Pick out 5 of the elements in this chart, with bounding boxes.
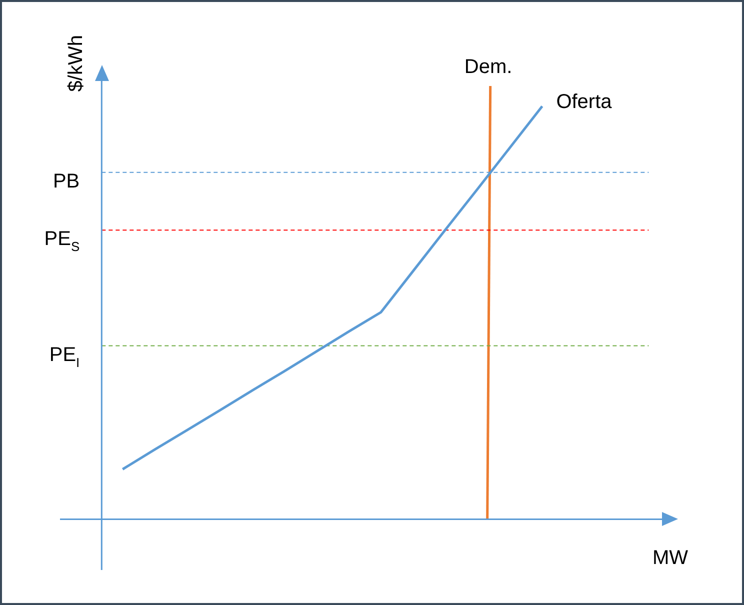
- series-label: Oferta: [556, 90, 613, 113]
- text: Dem.: [464, 56, 512, 78]
- y-axis-title: $/kWh: [65, 35, 88, 92]
- x-axis-title: MW: [652, 547, 688, 570]
- ref-line-label: PB: [52, 170, 80, 192]
